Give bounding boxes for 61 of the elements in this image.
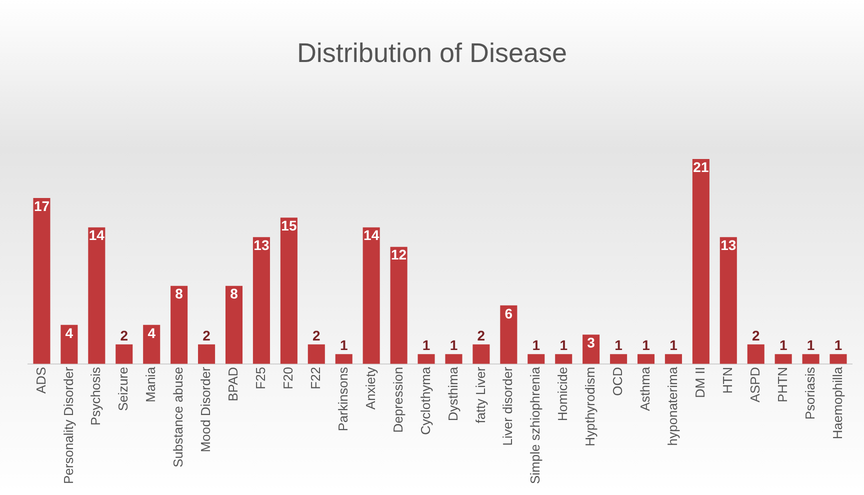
data-label: 1 (560, 337, 568, 354)
data-label: 14 (364, 227, 380, 244)
x-tick-label: Personality Disorder (60, 366, 76, 484)
x-tick-label: F25 (253, 366, 268, 390)
data-label: 1 (532, 337, 540, 354)
x-tick-label: Parkinsons (335, 366, 350, 432)
x-tick-label: OCD (610, 366, 626, 396)
data-label: 15 (281, 217, 297, 234)
data-label: 1 (806, 337, 815, 354)
x-tick-label: Psychosis (88, 366, 104, 426)
x-tick-label: Hypthyrodism (582, 366, 598, 446)
x-tick-label: Anxiety (362, 366, 378, 410)
data-label: 1 (642, 337, 650, 354)
data-label: 1 (614, 337, 623, 354)
x-tick-label: Mood Disorder (198, 366, 214, 452)
data-label: 21 (693, 158, 709, 175)
chart-title: Distribution of Disease (296, 38, 568, 69)
data-label: 13 (720, 236, 736, 253)
data-label: 1 (670, 337, 678, 354)
x-tick-label: Dysthima (445, 366, 460, 422)
data-label: 1 (834, 337, 842, 354)
x-tick-label: PHTN (774, 366, 790, 402)
x-tick-label: Substance abuse (170, 366, 186, 468)
x-tick-label: Psoriasis (802, 366, 818, 420)
x-tick-label: F22 (308, 366, 323, 390)
x-tick-label: HTN (720, 366, 735, 394)
x-tick-label: fatty Liver (472, 366, 488, 424)
data-label: 14 (88, 227, 105, 244)
data-label: 4 (65, 324, 74, 341)
x-tick-label: F20 (280, 366, 296, 390)
x-tick-label: Simple szhiophrenia (528, 366, 543, 484)
data-label: 4 (148, 324, 156, 341)
x-tick-label: hyponaterima (665, 366, 680, 446)
x-tick-label: Seizure (116, 366, 131, 412)
data-label: 13 (254, 236, 270, 253)
data-label: 8 (230, 286, 238, 302)
data-label: 2 (202, 327, 211, 344)
x-tick-label: DM II (692, 366, 708, 398)
data-label: 2 (477, 327, 486, 344)
x-tick-label: Homicide (555, 366, 570, 422)
data-label: 3 (587, 334, 596, 351)
x-tick-label: ADS (33, 366, 48, 394)
data-label: 17 (34, 198, 50, 214)
x-tick-label: Asthma (638, 366, 653, 412)
data-label: 6 (504, 305, 513, 322)
data-label: 1 (340, 337, 348, 354)
data-label: 12 (391, 246, 407, 263)
data-label: 1 (450, 337, 458, 354)
x-tick-label: Cyclothyma (418, 366, 433, 435)
data-label: 2 (312, 327, 320, 344)
x-tick-label: ASPD (747, 366, 762, 402)
data-label: 1 (422, 337, 430, 354)
x-tick-label: Liver disorder (500, 366, 516, 446)
data-label: 2 (752, 327, 760, 344)
x-tick-label: Haemophilla (830, 366, 845, 440)
x-tick-label: Depression (390, 366, 406, 433)
data-label: 2 (120, 327, 128, 344)
x-tick-label: Mania (143, 366, 158, 402)
data-label: 8 (175, 286, 184, 302)
x-tick-label: BPAD (226, 366, 241, 402)
data-label: 1 (779, 337, 788, 354)
